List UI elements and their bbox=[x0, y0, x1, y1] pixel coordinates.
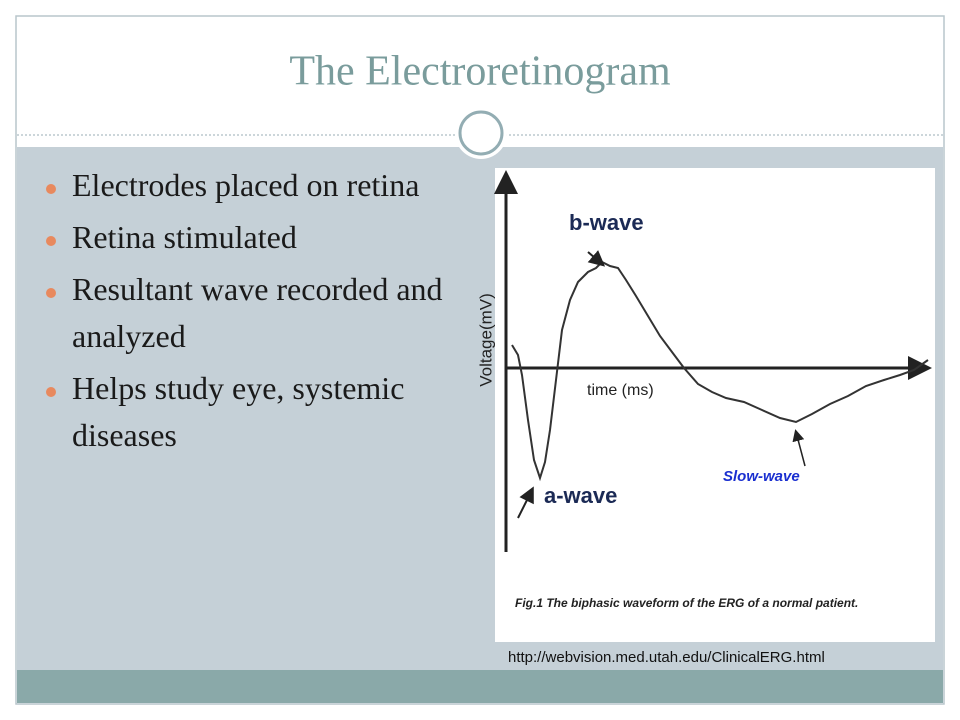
b-wave-arrow bbox=[587, 250, 606, 267]
y-axis-label: Voltage(mV) bbox=[476, 293, 495, 387]
slow-wave-arrow bbox=[792, 429, 806, 467]
bullet-text: Retina stimulated bbox=[72, 219, 297, 255]
figure-caption: Fig.1 The biphasic waveform of the ERG o… bbox=[515, 596, 858, 610]
slow-wave-label: Slow-wave bbox=[723, 468, 800, 485]
bullet-list: Electrodes placed on retina Retina stimul… bbox=[46, 167, 443, 453]
divider-ring bbox=[458, 110, 504, 156]
a-wave-arrow bbox=[517, 486, 534, 519]
bullet-dot bbox=[46, 288, 56, 298]
a-wave-label: a-wave bbox=[544, 483, 617, 508]
bullet-text: Helps study eye, systemic diseases bbox=[72, 370, 404, 453]
footer-bar bbox=[17, 670, 943, 703]
x-axis-label: time (ms) bbox=[587, 382, 654, 399]
bullet-dot bbox=[46, 184, 56, 194]
bullet-text: Electrodes placed on retina bbox=[72, 167, 419, 203]
erg-waveform bbox=[511, 260, 929, 482]
bullet-text: Resultant wave recorded and analyzed bbox=[72, 271, 443, 354]
bullet-dot bbox=[46, 387, 56, 397]
figure-image bbox=[495, 168, 935, 642]
source-url: http://webvision.med.utah.edu/ClinicalER… bbox=[508, 649, 825, 666]
bullet-dot bbox=[46, 236, 56, 246]
title: The Electroretinogram bbox=[289, 49, 671, 95]
b-wave-label: b-wave bbox=[569, 210, 644, 235]
